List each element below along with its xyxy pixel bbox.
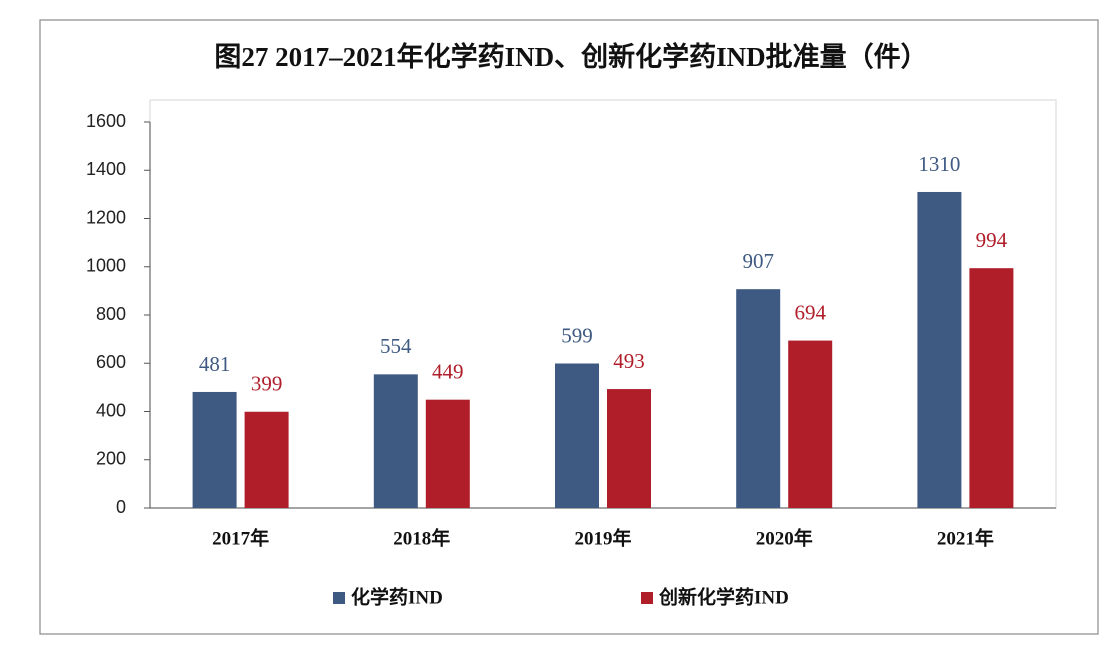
y-tick-label: 1000 [86,256,126,276]
bar [969,268,1014,508]
x-tick-label: 2019年 [574,526,631,549]
y-tick-label: 0 [116,497,126,517]
bar [555,363,599,508]
value-label: 994 [976,228,1008,252]
bar [788,340,833,508]
bar [917,191,962,508]
value-label: 481 [199,352,231,376]
y-tick-label: 400 [96,400,126,420]
y-tick-label: 1400 [86,159,126,179]
legend-swatch [641,592,653,604]
y-tick-label: 1200 [86,207,126,227]
value-label: 694 [794,300,826,324]
bar [192,391,237,508]
y-tick-label: 1600 [86,111,126,131]
x-tick-label: 2017年 [212,526,269,549]
value-label: 449 [432,359,464,383]
value-label: 493 [613,349,645,373]
legend-swatch [333,592,345,604]
legend-label: 创新化学药IND [658,585,789,608]
value-label: 1310 [918,152,960,176]
value-label: 907 [742,249,774,273]
value-label: 399 [251,372,283,396]
bar [736,289,781,508]
bar [373,374,418,508]
bar [244,411,289,508]
bar [607,389,651,508]
legend-label: 化学药IND [351,585,443,608]
value-label: 599 [561,323,593,347]
x-tick-label: 2020年 [756,526,813,549]
y-tick-label: 600 [96,352,126,372]
y-tick-label: 200 [96,449,126,469]
x-tick-label: 2018年 [393,526,450,549]
value-label: 554 [380,334,412,358]
y-tick-label: 800 [96,304,126,324]
bar [425,399,470,508]
x-tick-label: 2021年 [937,526,994,549]
chart-title: 图27 2017–2021年化学药IND、创新化学药IND批准量（件） [214,41,927,72]
